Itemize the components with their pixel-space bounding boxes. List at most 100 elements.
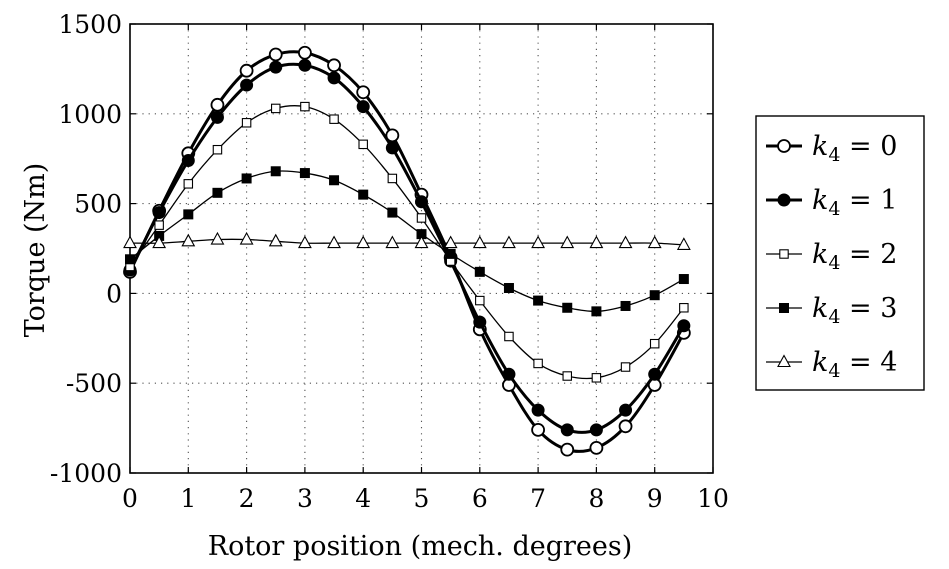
data-point xyxy=(531,235,546,249)
x-tick-label: 2 xyxy=(239,484,255,513)
data-point xyxy=(183,209,194,220)
data-point xyxy=(297,45,312,60)
data-point xyxy=(327,71,341,85)
data-point xyxy=(504,331,514,342)
data-point xyxy=(591,306,602,317)
data-point xyxy=(270,166,281,177)
data-point xyxy=(210,97,225,112)
legend-var: k xyxy=(812,131,828,162)
y-tick-label: 1500 xyxy=(58,10,122,39)
data-point xyxy=(329,114,339,124)
data-point xyxy=(443,235,458,249)
data-point xyxy=(677,319,691,333)
series-3 xyxy=(125,166,689,317)
legend-item: k4 = 3 xyxy=(766,293,897,328)
legend-subscript: 4 xyxy=(828,144,840,166)
data-point xyxy=(329,175,340,186)
x-tick-label: 10 xyxy=(697,484,729,513)
data-point xyxy=(181,153,195,167)
legend-value: = 0 xyxy=(840,131,897,162)
legend-marker xyxy=(777,354,791,368)
x-tick-label: 5 xyxy=(414,484,430,513)
legend-label: k4 = 2 xyxy=(812,239,897,274)
x-tick-label: 1 xyxy=(180,484,196,513)
data-point xyxy=(445,248,456,259)
x-tick-label: 0 xyxy=(122,484,138,513)
x-axis-label: Rotor position (mech. degrees) xyxy=(208,531,633,562)
data-point xyxy=(297,235,312,249)
legend-subscript: 4 xyxy=(828,360,840,382)
data-point xyxy=(589,440,604,455)
data-point xyxy=(562,302,573,313)
legend-marker xyxy=(779,303,789,313)
legend-label: k4 = 0 xyxy=(812,131,897,166)
data-point xyxy=(589,423,603,437)
y-tick-label: 1000 xyxy=(58,100,122,129)
legend-subscript: 4 xyxy=(828,252,840,274)
data-point xyxy=(475,295,485,306)
y-tick-label: -1000 xyxy=(50,459,122,488)
data-point xyxy=(531,403,545,417)
legend: k4 = 0k4 = 1k4 = 2k4 = 3k4 = 4 xyxy=(755,115,925,391)
data-point xyxy=(268,233,283,247)
data-point xyxy=(152,235,167,249)
x-tick-label: 4 xyxy=(355,484,371,513)
data-point xyxy=(241,118,252,128)
data-point xyxy=(210,231,225,245)
data-point xyxy=(239,63,254,78)
data-point xyxy=(270,103,281,114)
tick-labels: 0 1 2 3 4 5 6 7 8 9 10 -1000 -500 0 500 1000 1500 xyxy=(50,10,729,513)
series-2 xyxy=(125,101,689,383)
x-tick-label: 8 xyxy=(588,484,604,513)
data-point xyxy=(531,422,545,437)
data-point xyxy=(385,235,400,249)
series-layer xyxy=(123,45,691,457)
data-point xyxy=(327,235,341,249)
legend-subscript: 4 xyxy=(828,198,840,220)
data-point xyxy=(676,237,691,250)
data-point xyxy=(415,195,428,209)
legend-var: k xyxy=(812,239,828,270)
data-point xyxy=(181,233,196,247)
data-point xyxy=(591,373,602,383)
data-point xyxy=(183,179,194,189)
data-point xyxy=(502,367,516,381)
data-point xyxy=(562,371,572,381)
data-point xyxy=(300,101,310,112)
x-tick-label: 9 xyxy=(647,484,663,513)
data-point xyxy=(649,290,660,301)
data-point xyxy=(589,235,604,249)
data-point xyxy=(154,220,164,230)
data-point xyxy=(212,144,223,155)
legend-item: k4 = 2 xyxy=(766,239,897,274)
data-point xyxy=(649,338,660,349)
data-point xyxy=(152,206,166,220)
data-point xyxy=(503,283,514,294)
data-point xyxy=(356,100,370,114)
legend-value: = 1 xyxy=(840,185,897,216)
data-point xyxy=(358,139,368,150)
legend-value: = 2 xyxy=(840,239,897,270)
data-point xyxy=(473,315,487,329)
x-tick-label: 3 xyxy=(297,484,313,513)
data-point xyxy=(678,274,689,285)
data-point xyxy=(239,231,254,245)
legend-label: k4 = 4 xyxy=(812,347,897,382)
data-point xyxy=(560,423,574,437)
series-4 xyxy=(123,231,691,250)
legend-label: k4 = 1 xyxy=(812,185,897,220)
y-axis-label: Torque (Nm) xyxy=(20,163,51,338)
legend-label: k4 = 3 xyxy=(812,293,897,328)
data-point xyxy=(125,254,135,265)
data-point xyxy=(387,173,398,184)
data-point xyxy=(268,47,283,62)
data-point xyxy=(416,213,427,223)
data-point xyxy=(414,235,429,249)
data-point xyxy=(387,207,398,218)
y-tick-label: 0 xyxy=(106,279,122,308)
data-point xyxy=(533,295,544,306)
data-point xyxy=(241,173,252,184)
legend-var: k xyxy=(812,185,828,216)
data-point xyxy=(620,362,631,372)
